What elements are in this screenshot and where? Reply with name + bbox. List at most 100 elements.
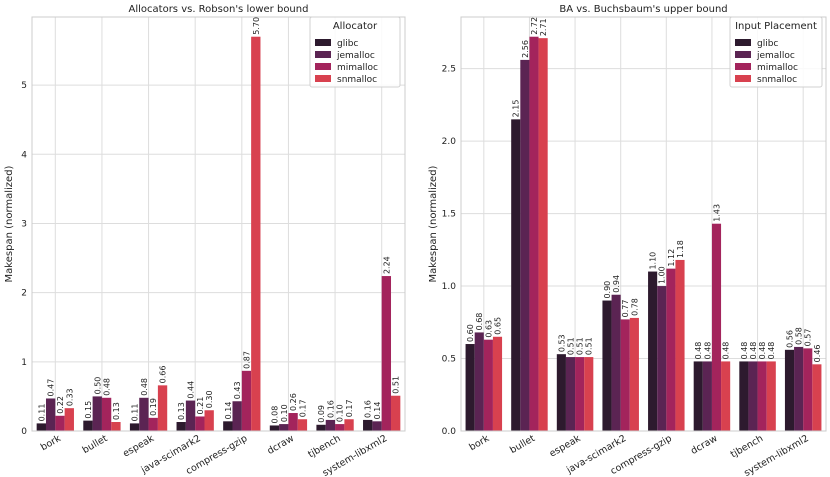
- data-label: 0.16: [364, 400, 373, 418]
- data-label: 0.13: [177, 402, 186, 420]
- bar: [784, 349, 795, 431]
- data-label: 0.43: [233, 381, 242, 399]
- data-label: 0.22: [56, 396, 65, 414]
- bar: [474, 332, 484, 431]
- bar: [45, 398, 56, 431]
- legend-label: snmalloc: [337, 75, 377, 85]
- y-tick-label: 0: [21, 427, 27, 437]
- data-label: 0.15: [84, 401, 93, 419]
- plot-frame: [31, 16, 406, 432]
- y-tick-label: 2: [21, 289, 27, 299]
- legend-title: Input Placement: [735, 21, 817, 32]
- bar: [251, 36, 261, 431]
- x-tick-label: tjbench: [306, 433, 342, 460]
- bar: [812, 364, 822, 431]
- bar: [157, 385, 168, 431]
- bar: [748, 361, 758, 431]
- bar: [465, 344, 475, 431]
- bar: [83, 420, 93, 431]
- data-label: 0.16: [326, 400, 335, 418]
- bar: [344, 419, 354, 431]
- bar: [575, 357, 585, 431]
- bar: [492, 336, 503, 431]
- bar: [279, 424, 289, 431]
- x-tick-label: bullet: [81, 433, 110, 456]
- legend-swatch: [315, 51, 331, 58]
- data-label: 0.21: [196, 397, 205, 415]
- data-label: 0.30: [205, 390, 214, 408]
- legend-box: [729, 16, 823, 88]
- y-tick-label: 0.0: [442, 427, 457, 437]
- y-axis-label: Makespan (normalized): [4, 165, 15, 282]
- data-label: 0.48: [749, 342, 758, 360]
- bar: [316, 424, 326, 431]
- data-label: 1.18: [676, 240, 685, 258]
- bar: [629, 317, 639, 431]
- data-label: 0.57: [804, 329, 813, 347]
- bar: [288, 413, 298, 431]
- data-label: 0.14: [224, 402, 233, 420]
- data-label: 0.48: [740, 342, 749, 360]
- bar: [36, 423, 46, 431]
- data-label: 0.14: [373, 402, 382, 420]
- data-label: 0.60: [466, 324, 475, 342]
- bar: [204, 410, 214, 431]
- bar: [565, 357, 576, 431]
- data-label: 0.48: [767, 342, 776, 360]
- data-label: 0.48: [703, 342, 712, 360]
- data-label: 0.13: [112, 402, 121, 420]
- legend-label: jemalloc: [756, 51, 795, 61]
- bar: [148, 417, 158, 431]
- bar: [335, 424, 345, 431]
- x-tick-label: dcraw: [689, 433, 720, 457]
- bar: [803, 348, 813, 431]
- data-label: 0.26: [289, 393, 298, 411]
- bar: [325, 419, 336, 431]
- y-tick-label: 4: [21, 150, 27, 160]
- data-label: 1.00: [658, 266, 667, 284]
- y-tick-label: 1: [21, 358, 27, 368]
- bar: [241, 370, 252, 431]
- data-label: 0.94: [612, 275, 621, 293]
- bar: [739, 361, 749, 431]
- data-label: 0.19: [149, 398, 158, 416]
- bar: [223, 421, 233, 431]
- data-label: 2.72: [530, 17, 539, 35]
- data-label: 2.56: [521, 40, 530, 58]
- chart-title: Allocators vs. Robson's lower bound: [129, 4, 309, 15]
- data-label: 0.87: [242, 351, 251, 369]
- bar: [64, 408, 74, 431]
- data-label: 0.78: [630, 298, 639, 316]
- bar: [232, 401, 242, 431]
- plot-frame: [460, 16, 827, 432]
- bar: [195, 416, 205, 431]
- legend-swatch: [735, 63, 751, 70]
- y-tick-label: 1.5: [442, 210, 456, 220]
- bar: [657, 286, 667, 431]
- data-label: 2.24: [382, 256, 391, 274]
- data-label: 0.48: [758, 342, 767, 360]
- data-label: 0.17: [298, 399, 307, 417]
- data-label: 0.08: [270, 406, 279, 424]
- x-tick-label: dcraw: [266, 433, 297, 457]
- bar: [757, 361, 767, 431]
- data-label: 1.12: [667, 249, 676, 267]
- bar: [101, 397, 112, 431]
- bar: [602, 300, 612, 431]
- data-label: 0.47: [47, 379, 56, 397]
- data-label: 0.51: [585, 337, 594, 355]
- bar: [176, 422, 186, 431]
- right-chart: 0.602.150.530.901.100.48 0.480.560.682.56…: [428, 4, 827, 477]
- x-tick-label: espeak: [548, 433, 583, 460]
- x-tick-label: tjbench: [729, 433, 765, 460]
- y-tick-label: 1.0: [442, 282, 457, 292]
- legend: Input Placement glibc jemalloc mimalloc snma…: [729, 16, 823, 88]
- legend-title: Allocator: [333, 21, 378, 32]
- legend-swatch: [315, 63, 331, 70]
- data-label: 0.77: [621, 300, 630, 318]
- bar: [766, 361, 776, 431]
- data-label: 5.70: [252, 17, 261, 35]
- y-tick-label: 5: [21, 81, 27, 91]
- data-label: 2.15: [512, 100, 521, 118]
- x-tick-label: bullet: [508, 433, 537, 456]
